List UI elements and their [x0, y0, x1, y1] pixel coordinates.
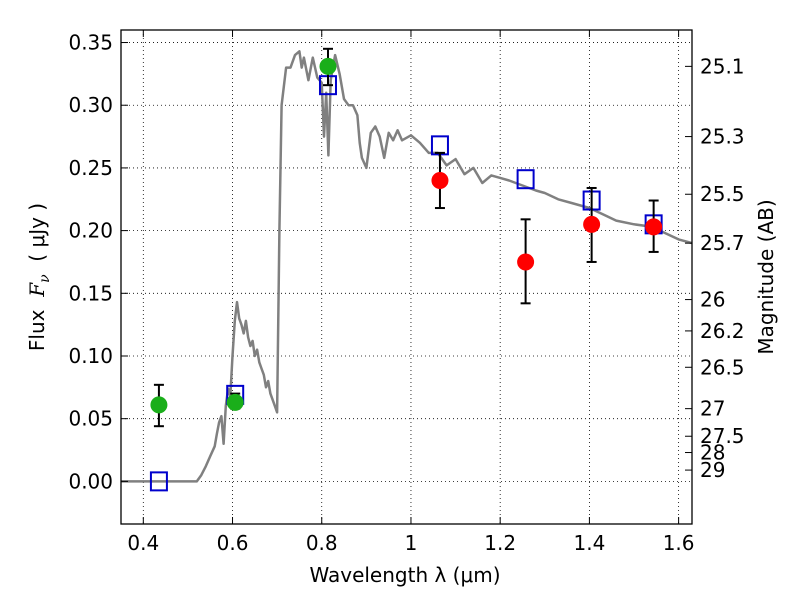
y-axis-title-prefix: Flux [25, 297, 49, 351]
y-tick-label: 0.15 [68, 281, 113, 305]
y2-tick-label: 25.1 [700, 54, 745, 78]
x-tick-label: 0.6 [217, 531, 249, 555]
y2-tick-label: 25.5 [700, 182, 745, 206]
y2-tick-label: 26.2 [700, 319, 745, 343]
y-axis-title-subscript: ν [37, 274, 53, 283]
y-axis-title-symbol: F [25, 282, 49, 298]
y2-tick-label: 28 [700, 441, 725, 465]
model-flux-marker [516, 169, 535, 190]
y2-tick-label: 26.5 [700, 355, 745, 379]
y2-tick-label: 27 [700, 397, 725, 421]
photometry-point [431, 171, 449, 189]
y2-axis-title: Magnitude (AB) [754, 199, 778, 354]
x-axis-ticks: 0.4 0.6 0.8 1 1.2 1.4 1.6 [127, 30, 695, 555]
y-axis-title: Flux Fν ( μJy ) [25, 203, 53, 351]
y-tick-label: 0.35 [68, 31, 113, 55]
y-tick-label: 0.05 [68, 407, 113, 431]
data-markers [149, 47, 663, 492]
y2-tick-label: 25.3 [700, 125, 745, 149]
y2-tick-label: 27.5 [700, 424, 745, 448]
plot-frame [120, 29, 693, 525]
photometry-point [226, 393, 244, 411]
y2-tick-label: 29 [700, 458, 725, 482]
photometry-point [319, 57, 337, 75]
x-tick-label: 1.6 [663, 531, 695, 555]
x-axis-title: Wavelength λ (μm) [309, 563, 500, 587]
grid-lines [121, 30, 692, 524]
x-tick-label: 1.4 [573, 531, 605, 555]
y-tick-label: 0.20 [68, 219, 113, 243]
photometry-point [645, 218, 663, 236]
spectrum-layer [121, 50, 693, 483]
x-tick-label: 1.2 [484, 531, 516, 555]
x-tick-label: 0.4 [127, 531, 159, 555]
model-flux-marker [149, 471, 168, 492]
y-tick-label: 0.25 [68, 156, 113, 180]
y-axis-ticks: 0.00 0.05 0.10 0.15 0.20 0.25 0.30 0.35 [68, 31, 128, 493]
y2-tick-label: 26 [700, 288, 725, 312]
y-axis-title-suffix: ( μJy ) [25, 203, 49, 275]
y-tick-label: 0.10 [68, 344, 113, 368]
x-tick-label: 1 [405, 531, 418, 555]
photometry-point [517, 253, 535, 271]
photometry-point [583, 215, 601, 233]
y-tick-label: 0.30 [68, 93, 113, 117]
y-tick-label: 0.00 [68, 469, 113, 493]
spectrum-curve [121, 50, 693, 483]
y2-tick-label: 25.7 [700, 231, 745, 255]
photometry-point [150, 396, 168, 414]
x-tick-label: 0.8 [306, 531, 338, 555]
